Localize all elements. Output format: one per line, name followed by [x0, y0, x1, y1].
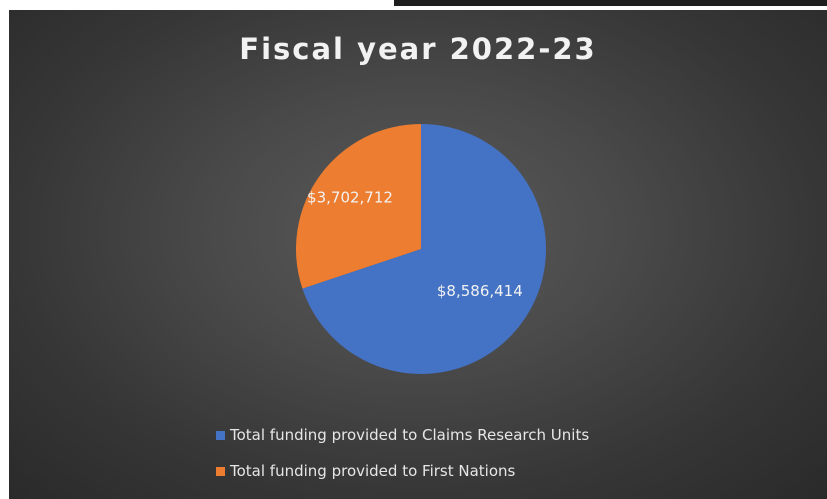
- legend-swatch-blue: [216, 430, 225, 440]
- data-label-first-nations: $3,702,712: [307, 188, 393, 206]
- top-strip: [0, 0, 827, 10]
- legend-item-claims-research-units: Total funding provided to Claims Researc…: [216, 425, 589, 445]
- legend-swatch-orange: [216, 466, 225, 476]
- chart-area: Fiscal year 2022-23 $8,586,414 $3,702,712…: [9, 10, 827, 499]
- pie-slice-claims-research-units: [302, 124, 546, 374]
- data-label-claims-research-units: $8,586,414: [437, 282, 523, 300]
- legend-label: Total funding provided to Claims Researc…: [230, 426, 590, 444]
- legend: Total funding provided to Claims Researc…: [216, 425, 589, 497]
- pie-chart: $8,586,414 $3,702,712: [295, 124, 546, 374]
- chart-title: Fiscal year 2022-23: [239, 32, 597, 66]
- legend-item-first-nations: Total funding provided to First Nations: [216, 461, 589, 481]
- legend-label: Total funding provided to First Nations: [230, 462, 516, 480]
- pie-slice-first-nations: [295, 124, 421, 289]
- top-dark-bar: [394, 0, 827, 6]
